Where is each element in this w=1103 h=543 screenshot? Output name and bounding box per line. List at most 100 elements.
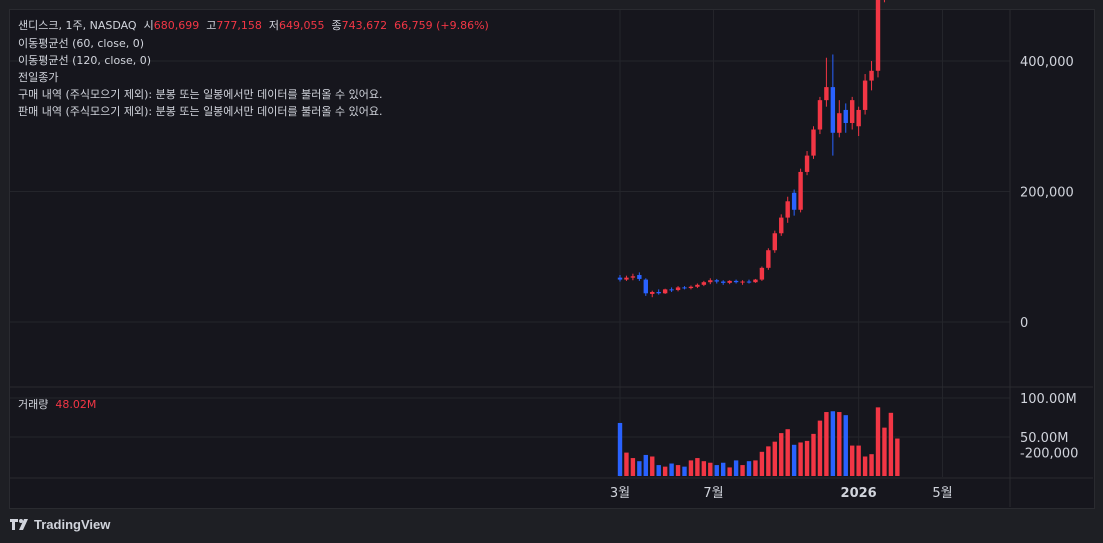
volume-bar bbox=[708, 462, 713, 476]
candle-body bbox=[656, 291, 661, 294]
candle-body bbox=[701, 282, 707, 285]
volume-bar bbox=[714, 465, 719, 476]
candle-body bbox=[740, 281, 745, 283]
volume-bars bbox=[617, 407, 900, 476]
candle-body bbox=[682, 287, 687, 289]
candle-body bbox=[837, 113, 842, 133]
volume-bar bbox=[791, 444, 797, 476]
open-label: 시 bbox=[143, 19, 154, 32]
candle-body bbox=[637, 275, 642, 279]
volume-bar bbox=[869, 454, 874, 476]
volume-bar bbox=[624, 452, 629, 476]
volume-bar bbox=[617, 422, 623, 476]
volume-bar bbox=[746, 461, 752, 476]
volume-bar bbox=[753, 460, 758, 476]
candle-body bbox=[675, 287, 681, 291]
tradingview-logo[interactable]: TradingView bbox=[10, 517, 110, 532]
time-tick-label: 3월 bbox=[610, 486, 630, 501]
candle-body bbox=[721, 281, 726, 283]
candle-body bbox=[650, 291, 655, 294]
volume-bar bbox=[766, 446, 771, 476]
candle-body bbox=[862, 80, 868, 110]
candle-body bbox=[766, 250, 771, 268]
time-tick-label: 2026 bbox=[841, 486, 877, 501]
close-value: 743,672 bbox=[341, 19, 388, 32]
chart-frame bbox=[9, 9, 1095, 509]
high-value: 777,158 bbox=[216, 19, 262, 32]
volume-bar bbox=[779, 433, 784, 476]
candle-body bbox=[843, 109, 848, 123]
volume-bar bbox=[669, 463, 674, 476]
volume-bar bbox=[882, 427, 887, 476]
time-tick-label: 5월 bbox=[932, 486, 952, 501]
volume-bar bbox=[772, 441, 777, 476]
volume-bar bbox=[695, 458, 700, 476]
volume-bar bbox=[856, 445, 861, 476]
candle-body bbox=[746, 281, 752, 283]
ma60-legend[interactable]: 이동평균선 (60, close, 0) bbox=[18, 37, 144, 50]
volume-bar bbox=[804, 440, 810, 476]
candle-body bbox=[624, 277, 629, 280]
volume-bar bbox=[643, 454, 648, 476]
candle-body bbox=[630, 276, 636, 278]
grid-lines bbox=[10, 10, 1010, 477]
volume-bar bbox=[785, 429, 790, 476]
candle-body bbox=[727, 280, 732, 283]
symbol-name: 샌디스크, 1주, NASDAQ bbox=[18, 19, 137, 32]
volume-legend[interactable]: 거래량 48.02M bbox=[18, 398, 96, 411]
sell-history-legend[interactable]: 판매 내역 (주식모으기 제외): 분봉 또는 일봉에서만 데이터를 불러올 수… bbox=[18, 105, 383, 118]
volume-bar bbox=[682, 466, 687, 476]
volume-bar bbox=[817, 420, 823, 476]
volume-tick-label: 100.00M bbox=[1020, 392, 1077, 407]
volume-value: 48.02M bbox=[55, 398, 97, 411]
candle-body bbox=[708, 280, 713, 283]
candle-body bbox=[811, 129, 816, 156]
candle-body bbox=[817, 100, 823, 130]
candle-body bbox=[772, 233, 777, 251]
tradingview-label: TradingView bbox=[34, 517, 111, 532]
candle-body bbox=[643, 279, 648, 294]
candle-body bbox=[830, 87, 836, 133]
volume-bar bbox=[759, 451, 765, 476]
volume-bar bbox=[656, 465, 661, 476]
candle-body bbox=[759, 267, 765, 280]
volume-bar bbox=[721, 462, 726, 476]
volume-bar bbox=[888, 412, 894, 476]
candle-body bbox=[798, 171, 803, 210]
ma120-legend[interactable]: 이동평균선 (120, close, 0) bbox=[18, 54, 151, 67]
volume-bar bbox=[637, 461, 642, 476]
candle-body bbox=[791, 192, 797, 210]
volume-bar bbox=[824, 412, 829, 476]
candle-body bbox=[824, 87, 829, 101]
price-tick-label: 0 bbox=[1020, 316, 1028, 331]
candle-body bbox=[753, 279, 758, 283]
volume-bar bbox=[895, 438, 900, 476]
tradingview-icon bbox=[10, 518, 28, 530]
low-label: 저 bbox=[268, 19, 279, 32]
candle-body bbox=[695, 284, 700, 287]
volume-bar bbox=[727, 467, 732, 476]
open-value: 680,699 bbox=[153, 19, 200, 32]
volume-bar bbox=[837, 412, 842, 476]
buy-history-legend[interactable]: 구매 내역 (주식모으기 제외): 분봉 또는 일봉에서만 데이터를 불러올 수… bbox=[18, 88, 383, 101]
candle-body bbox=[856, 109, 861, 127]
candle-body bbox=[662, 289, 668, 294]
candle-body bbox=[850, 100, 855, 123]
candle-body bbox=[875, 0, 881, 71]
prev-close-legend[interactable]: 전일종가 bbox=[18, 71, 59, 84]
volume-bar bbox=[733, 460, 739, 476]
chart-canvas[interactable]: 1,000,000800,000600,000400,000200,0000-2… bbox=[0, 0, 1103, 510]
candle-body bbox=[785, 201, 790, 218]
volume-bar bbox=[662, 466, 668, 476]
volume-bar bbox=[798, 442, 803, 476]
candles bbox=[617, 0, 885, 298]
price-tick-label: -200,000 bbox=[1020, 447, 1078, 462]
high-label: 고 bbox=[206, 19, 217, 32]
volume-bar bbox=[688, 460, 694, 476]
volume-bar bbox=[811, 433, 816, 476]
volume-tick-label: 50.00M bbox=[1020, 431, 1068, 446]
volume-bar bbox=[675, 465, 681, 476]
symbol-legend: 샌디스크, 1주, NASDAQ 시680,699 고777,158 저649,… bbox=[18, 19, 489, 32]
candle-body bbox=[714, 280, 719, 282]
candle-body bbox=[869, 70, 874, 81]
